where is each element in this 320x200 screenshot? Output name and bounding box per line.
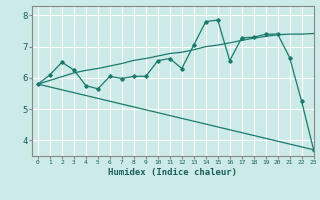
X-axis label: Humidex (Indice chaleur): Humidex (Indice chaleur) — [108, 168, 237, 177]
